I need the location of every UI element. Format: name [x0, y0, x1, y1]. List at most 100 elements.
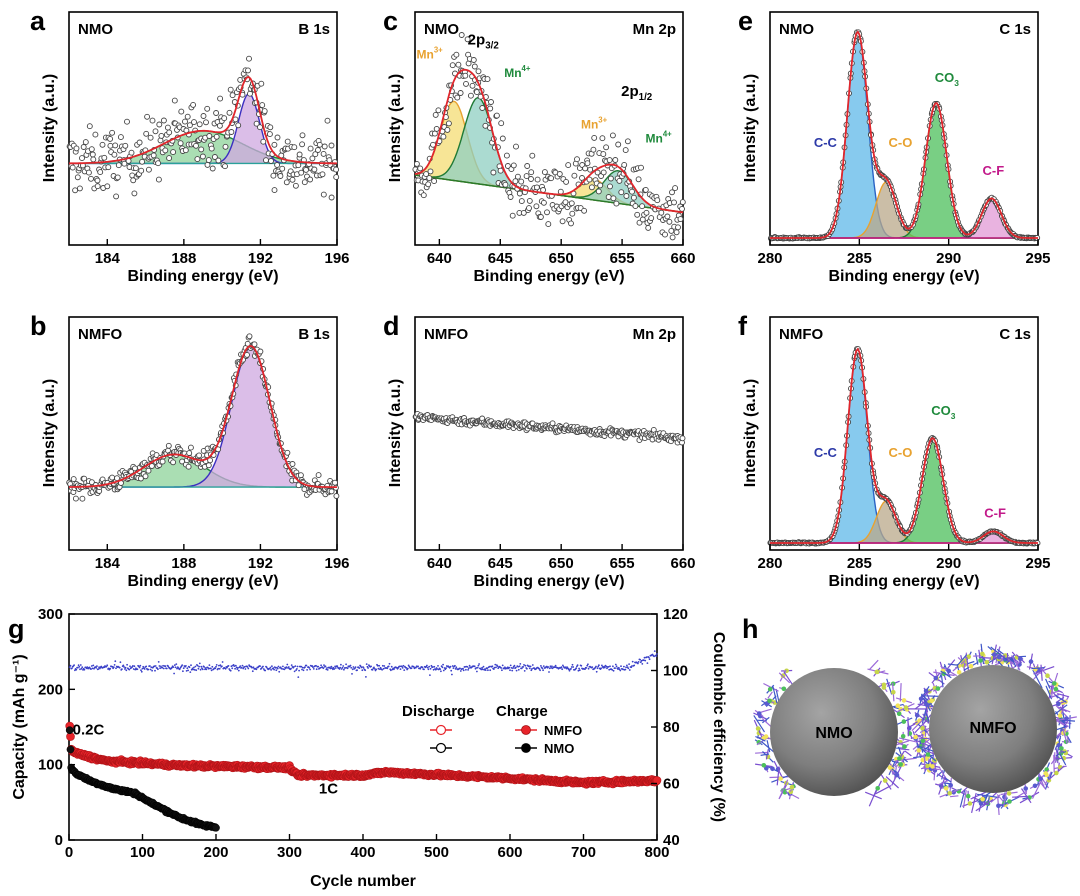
- ce-point: [362, 667, 365, 669]
- ce-point: [269, 666, 272, 669]
- legend-title-charge: Charge: [496, 703, 548, 720]
- data-point: [251, 341, 258, 348]
- ce-point: [210, 667, 212, 670]
- ce-point: [639, 661, 642, 664]
- ce-point: [531, 668, 533, 670]
- data-point: [471, 63, 478, 70]
- coating-atom: [984, 660, 990, 665]
- ce-point: [641, 663, 644, 665]
- ce-point: [79, 668, 81, 671]
- rate-label: 1C: [319, 780, 338, 797]
- ce-point: [643, 656, 646, 659]
- coating-atom: [924, 702, 930, 707]
- ce-point: [301, 666, 304, 669]
- ce-point: [637, 662, 639, 665]
- data-point: [216, 122, 223, 129]
- data-point: [138, 167, 145, 174]
- data-point: [142, 473, 149, 480]
- coating-fibre: [1011, 657, 1017, 668]
- panel-c: c 640 645 650 655 6602p3/22p1/2Mn3+Mn4+Mn3+M…: [383, 6, 696, 285]
- ce-point: [90, 668, 92, 670]
- data-point: [283, 179, 290, 186]
- coating-fibre: [766, 740, 771, 753]
- ce-point: [75, 668, 78, 671]
- ce-point: [562, 664, 564, 667]
- ce-point: [315, 664, 317, 667]
- ce-point: [539, 669, 541, 672]
- coating-atom: [764, 701, 769, 706]
- annotation: Mn4+: [504, 64, 531, 80]
- ce-point: [598, 664, 600, 667]
- ce-point: [123, 666, 125, 668]
- coating-fibre: [1021, 788, 1032, 804]
- coating-fibre: [1047, 693, 1060, 700]
- x-tick-label: 196: [324, 555, 349, 572]
- data-point: [307, 145, 314, 152]
- ce-point: [151, 669, 154, 672]
- data-point: [186, 450, 193, 457]
- ce-point: [484, 669, 487, 671]
- panel-letter: d: [383, 311, 400, 341]
- ce-point: [302, 669, 305, 672]
- core-level-label: C 1s: [999, 326, 1031, 343]
- ce-point: [520, 667, 523, 670]
- annotation-main: C-C: [814, 135, 838, 150]
- ce-point: [195, 669, 198, 672]
- ce-point: [226, 666, 228, 669]
- coating-atom: [1007, 799, 1012, 804]
- ce-point: [173, 664, 176, 666]
- y-axis-label: Capacity (mAh g⁻¹): [11, 654, 28, 799]
- data-point: [86, 123, 93, 130]
- data-point: [499, 135, 506, 142]
- ce-point: [153, 665, 156, 668]
- annotation-main: C-C: [814, 445, 838, 460]
- ce-point: [306, 669, 308, 671]
- ce-point: [608, 668, 611, 671]
- ce-point: [262, 665, 264, 668]
- coating-fibre: [940, 670, 952, 679]
- plot-frame: [68, 11, 338, 246]
- annotation-superscript: 4+: [522, 64, 531, 73]
- data-point: [200, 113, 207, 119]
- ce-point: [320, 664, 322, 667]
- data-point: [257, 124, 263, 131]
- ce-point: [596, 667, 599, 670]
- x-tick-label: 800: [644, 844, 669, 861]
- annotation-main: C-F: [982, 163, 1004, 178]
- data-point: [121, 160, 128, 167]
- data-point: [518, 198, 525, 205]
- data-point: [490, 169, 497, 176]
- data-point: [90, 156, 97, 163]
- annotation: Mn3+: [417, 46, 444, 62]
- ce-point: [614, 667, 616, 669]
- data-point: [166, 129, 173, 136]
- ce-point: [451, 665, 454, 667]
- core-level-label: C 1s: [999, 21, 1031, 38]
- ce-point: [501, 669, 503, 672]
- annotation: 2p3/2: [468, 32, 500, 52]
- data-point: [194, 156, 201, 163]
- ce-point: [585, 667, 588, 669]
- plot-frame: [414, 11, 684, 246]
- x-tick-label: 500: [424, 844, 449, 861]
- data-point: [671, 199, 677, 206]
- ce-point: [626, 664, 628, 667]
- y-right-tick-label: 60: [663, 776, 680, 793]
- ce-point: [399, 668, 402, 670]
- ce-point: [69, 664, 72, 667]
- data-point: [79, 155, 85, 162]
- data-point: [581, 207, 588, 214]
- ce-point: [542, 665, 545, 667]
- coating-atom: [913, 734, 918, 740]
- data-point: [493, 112, 500, 119]
- coating-nmo: [753, 659, 918, 807]
- ce-point: [86, 666, 89, 668]
- ce-point: [554, 664, 557, 667]
- ce-point: [528, 667, 531, 670]
- coating-atom: [996, 803, 1001, 809]
- data-point: [170, 459, 177, 466]
- data-point: [109, 129, 116, 136]
- coating-atom: [1023, 786, 1028, 791]
- coating-atom: [1028, 659, 1034, 664]
